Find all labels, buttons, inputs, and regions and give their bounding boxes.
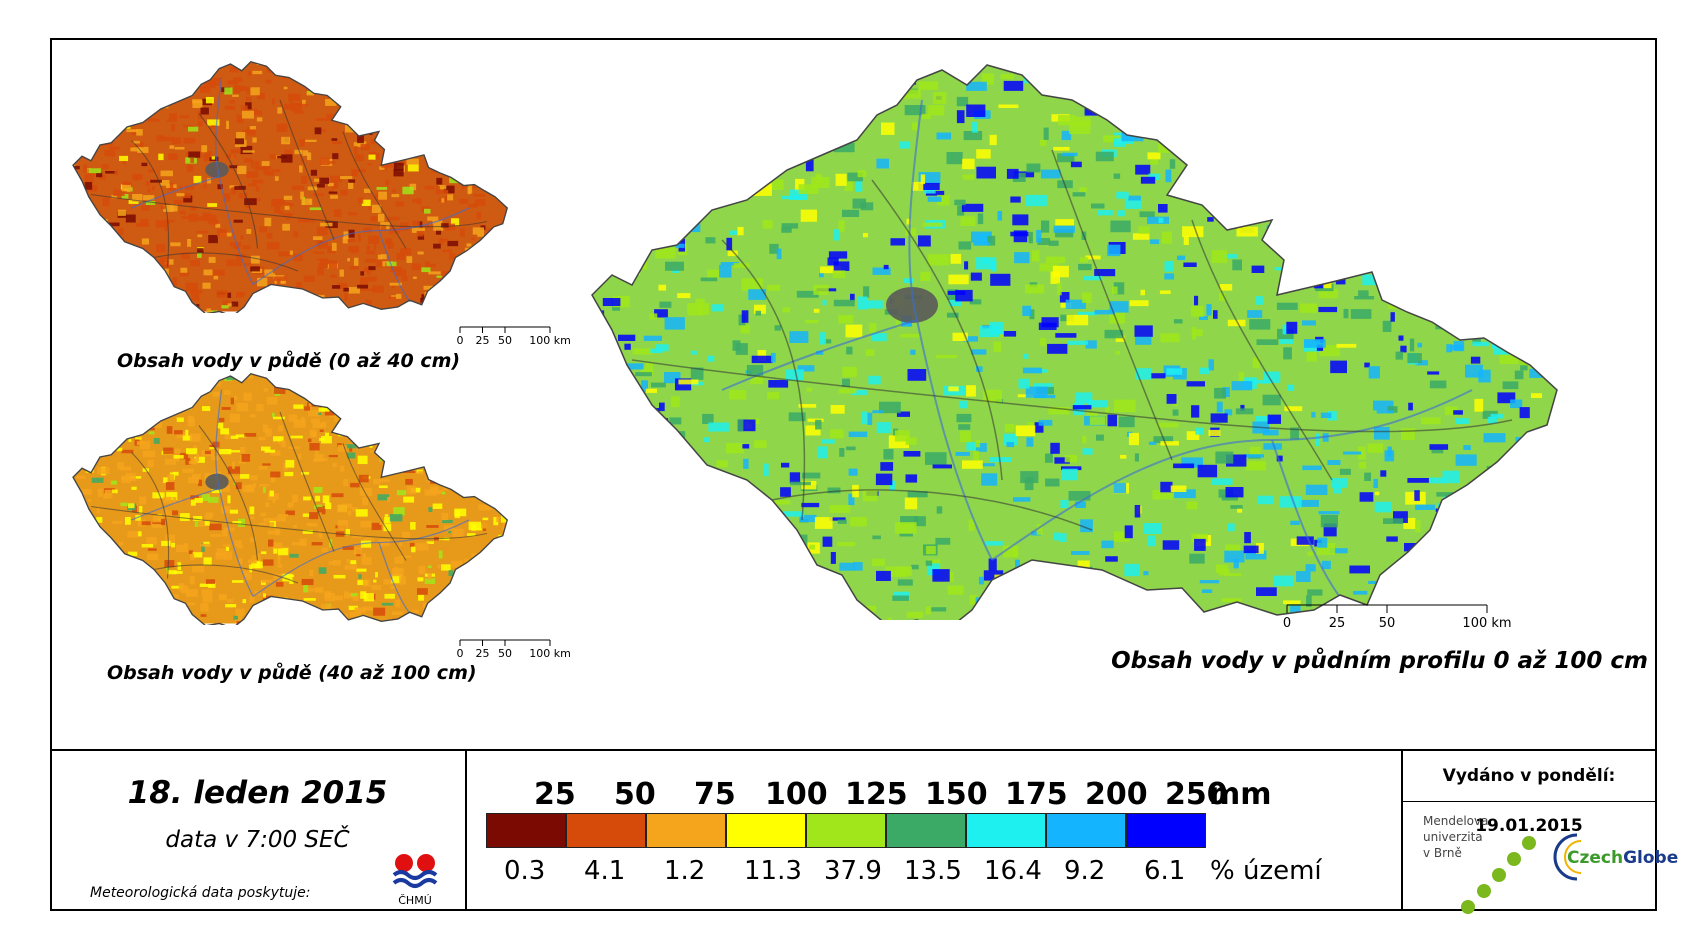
legend-swatch <box>806 813 886 848</box>
mendel-line: univerzita <box>1423 830 1483 844</box>
legend-threshold: 175 <box>1005 777 1068 812</box>
legend-swatch <box>886 813 966 848</box>
legend-area-unit: % území <box>1210 856 1322 886</box>
issue-date: Vydáno v pondělí: 19.01.2015 <box>1401 751 1657 836</box>
country-border <box>72 372 509 625</box>
report-date: 18. leden 2015 <box>127 775 388 811</box>
legend-area-share: 9.2 <box>1064 856 1106 886</box>
country-border <box>591 64 1558 620</box>
legend-threshold: 50 <box>614 777 656 812</box>
czechglobe-text-globe: Globe <box>1623 848 1678 868</box>
data-time: data v 7:00 SEČ <box>165 827 350 853</box>
legend-colorbar <box>486 813 1206 850</box>
scalebar-label: 25 <box>476 647 490 660</box>
svg-text:CzechGlobe: CzechGlobe <box>1567 848 1678 868</box>
scalebar-label: 100 km <box>529 647 571 660</box>
mendel-line: Mendelova <box>1423 814 1489 828</box>
map-profile <box>572 60 1572 620</box>
map-subsoil-canvas <box>72 372 509 625</box>
legend-threshold: 250 <box>1165 777 1228 812</box>
map-profile-canvas <box>591 64 1558 620</box>
legend-threshold: 200 <box>1085 777 1148 812</box>
legend-threshold: 100 <box>765 777 828 812</box>
legend-area-share: 13.5 <box>904 856 962 886</box>
issue-panel: Vydáno v pondělí: 19.01.2015 Mendelova u… <box>1401 751 1678 914</box>
scalebar-label: 0 <box>457 647 464 660</box>
map-topsoil <box>64 58 514 313</box>
legend-swatch <box>1046 813 1126 848</box>
country-border <box>72 60 509 313</box>
legend-threshold: 150 <box>925 777 988 812</box>
chmu-logo-text: ČHMÚ <box>398 894 432 907</box>
scalebar-label: 50 <box>498 647 512 660</box>
mendel-university-logo <box>1461 836 1536 914</box>
scalebar-label: 50 <box>498 334 512 347</box>
soil-moisture-raster <box>592 65 1557 620</box>
legend-threshold: 125 <box>845 777 908 812</box>
scalebar-subsoil: 0 25 50 100 km <box>445 632 575 662</box>
legend-swatch <box>646 813 726 848</box>
legend-swatch <box>566 813 646 848</box>
legend-area-share: 4.1 <box>584 856 626 886</box>
mendel-line: v Brně <box>1423 846 1462 860</box>
mendel-university-logo-text: Mendelova univerzita v Brně <box>1423 813 1488 861</box>
date-panel: 18. leden 2015 data v 7:00 SEČ Meteorolo… <box>50 751 467 911</box>
legend-swatch <box>486 813 566 848</box>
legend-swatch <box>1126 813 1206 848</box>
scalebar-label: 100 km <box>529 334 571 347</box>
chmu-logo: ČHMÚ <box>392 854 438 907</box>
scalebar-label: 100 km <box>1462 616 1511 631</box>
legend-area-share: 16.4 <box>984 856 1042 886</box>
scalebar-profile: 0 25 50 100 km <box>1272 595 1532 631</box>
data-provider-label: Meteorologická data poskytuje: <box>90 885 311 901</box>
map-topsoil-canvas <box>72 60 509 313</box>
legend-area-share: 11.3 <box>744 856 802 886</box>
czechglobe-text-czech: Czech <box>1567 848 1623 868</box>
legend-area-share: 1.2 <box>664 856 706 886</box>
scalebar-label: 25 <box>1329 616 1346 631</box>
legend-area-share: 0.3 <box>504 856 546 886</box>
map-title-profile: Obsah vody v půdním profilu 0 až 100 cm <box>1111 648 1648 674</box>
scalebar-label: 0 <box>457 334 464 347</box>
scalebar-label: 50 <box>1379 616 1396 631</box>
legend-swatch <box>726 813 806 848</box>
legend-unit: mm <box>1209 777 1272 812</box>
scalebar-label: 0 <box>1283 616 1291 631</box>
map-sheet-frame: 0 25 50 100 km Obsah vody v půdě (0 až 40 c… <box>50 38 1657 911</box>
czechglobe-logo: CzechGlobe <box>1553 833 1678 881</box>
legend-threshold: 25 <box>534 777 576 812</box>
info-strip: 18. leden 2015 data v 7:00 SEČ Meteorolo… <box>50 749 1678 914</box>
scalebar-topsoil: 0 25 50 100 km <box>445 319 575 349</box>
map-title-subsoil: Obsah vody v půdě (40 až 100 cm) <box>107 662 477 684</box>
legend-area-share: 6.1 <box>1144 856 1186 886</box>
legend-panel: 25 50 75 100 125 150 175 200 250 mm 0.3 4.1 1.2 11.… <box>465 751 1403 911</box>
map-subsoil <box>64 370 514 625</box>
legend-swatch <box>966 813 1046 848</box>
legend-threshold: 75 <box>694 777 736 812</box>
legend-area-share: 37.9 <box>824 856 882 886</box>
map-title-topsoil: Obsah vody v půdě (0 až 40 cm) <box>117 350 461 372</box>
scalebar-label: 25 <box>476 334 490 347</box>
